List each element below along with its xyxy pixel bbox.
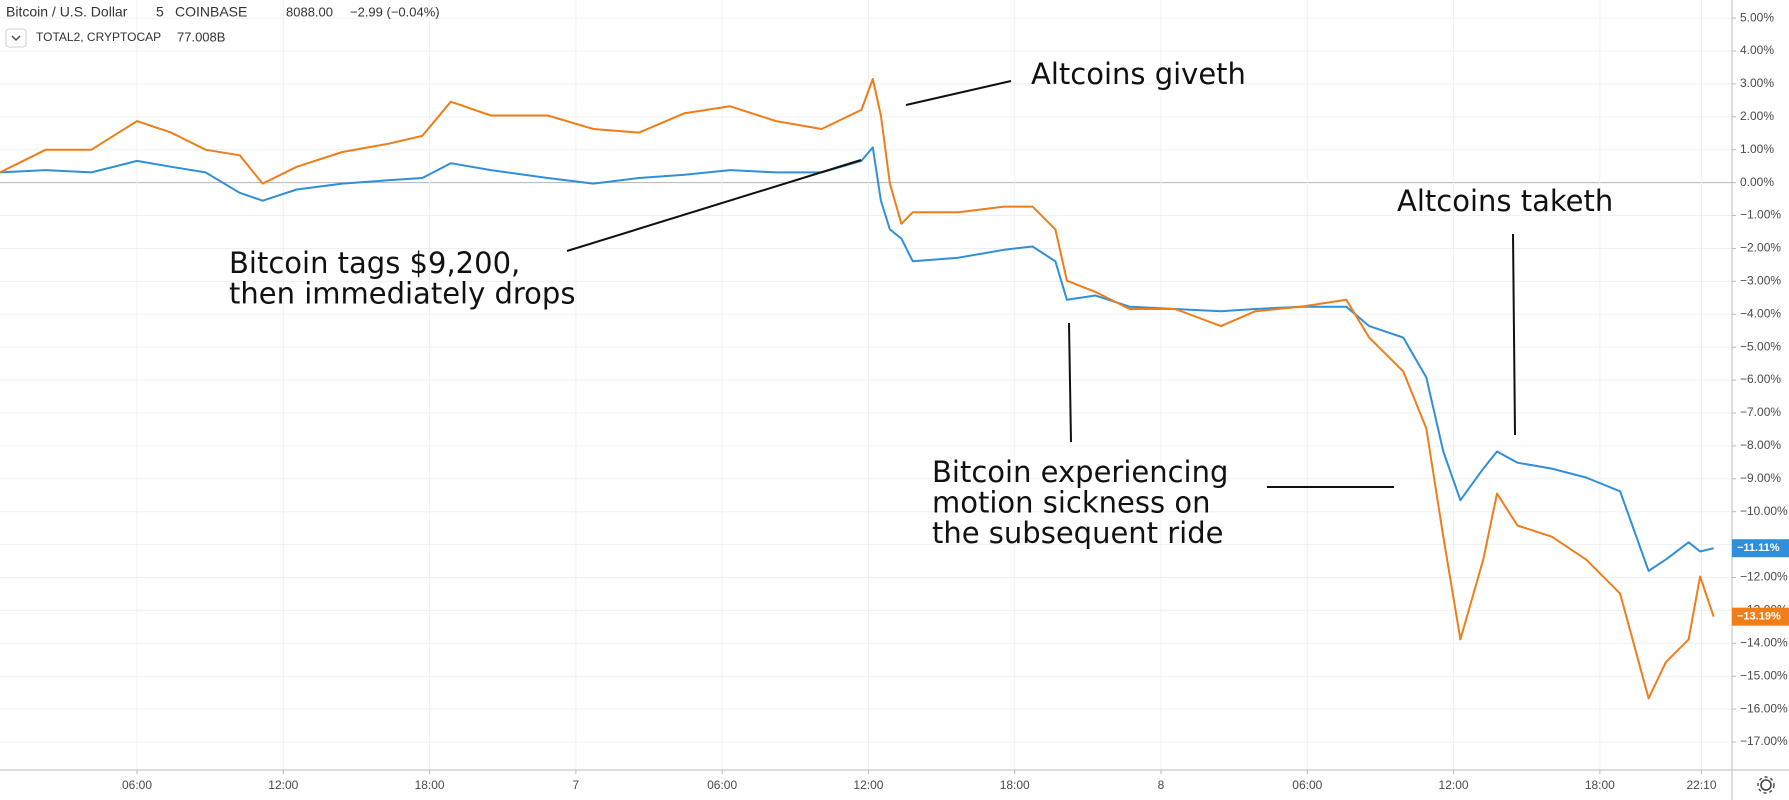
last-value-badge (1732, 607, 1789, 626)
annotation-text: Bitcoin tags $9,200, (229, 246, 520, 280)
y-tick-label: −8.00% (1740, 438, 1781, 452)
annotation-text: Altcoins taketh (1397, 184, 1613, 218)
annotation-pointer (905, 80, 1012, 106)
annotation-text: motion sickness on (932, 486, 1210, 520)
y-tick-label: −1.00% (1740, 208, 1781, 222)
y-tick-label: −3.00% (1740, 274, 1781, 288)
annotation-pointer (1068, 322, 1072, 443)
legend: Bitcoin / U.S. Dollar 5 COINBASE 8088.00… (5, 4, 440, 48)
x-tick-label: 18:00 (1000, 778, 1030, 792)
x-tick-label: 12:00 (853, 778, 883, 792)
gear-teeth (1757, 776, 1775, 794)
annotation-text: Bitcoin experiencing (932, 455, 1228, 489)
annotation-text: the subsequent ride (932, 516, 1224, 550)
last-value-label: −11.11% (1737, 542, 1780, 554)
y-tick-label: 5.00% (1740, 10, 1774, 24)
grid (0, 0, 1732, 770)
y-tick-label: −5.00% (1740, 339, 1781, 353)
annotation-pointer (1512, 233, 1516, 436)
y-tick-label: −6.00% (1740, 372, 1781, 386)
y-tick-label: 4.00% (1740, 43, 1774, 57)
collapse-button[interactable] (5, 28, 27, 48)
last-value-badge (1732, 539, 1789, 558)
price-change: −2.99 (−0.04%) (350, 4, 440, 19)
y-tick-label: −7.00% (1740, 405, 1781, 419)
compare-symbol: TOTAL2, CRYPTOCAP (36, 30, 161, 44)
x-tick-label: 18:00 (415, 778, 445, 792)
axes: 5.00% 4.00% 3.00% 2.00% 1.00% 0.00% −1.00% −2.0… (122, 10, 1789, 792)
chevron-icon (11, 35, 21, 41)
annotation-text: Altcoins giveth (1031, 57, 1246, 91)
y-tick-label: −15.00% (1740, 668, 1788, 682)
annotations: Altcoins giveth Bitcoin tags $9,200,then … (229, 57, 1613, 550)
price: 8088.00 (286, 4, 333, 19)
x-tick-label: 06:00 (1292, 778, 1322, 792)
series-line (0, 146, 1714, 572)
x-tick-label: 22:10 (1687, 778, 1717, 792)
y-tick-label: −17.00% (1740, 734, 1788, 748)
symbol-name: Bitcoin / U.S. Dollar (6, 4, 128, 20)
plot (0, 78, 1715, 700)
y-tick-label: −16.00% (1740, 701, 1788, 715)
settings-button[interactable] (1757, 776, 1775, 794)
y-tick-label: 2.00% (1740, 109, 1774, 123)
y-tick-label: −14.00% (1740, 635, 1788, 649)
y-tick-label: −10.00% (1740, 504, 1788, 518)
y-tick-label: −9.00% (1740, 471, 1781, 485)
x-tick-label: 06:00 (122, 778, 152, 792)
y-tick-label: 0.00% (1740, 175, 1774, 189)
gear-icon (1760, 779, 1772, 791)
x-tick-label: 18:00 (1585, 778, 1615, 792)
y-tick-label: −12.00% (1740, 570, 1788, 584)
compare-value: 77.008B (177, 29, 225, 44)
last-value-label: −13.19% (1737, 611, 1781, 623)
x-tick-label: 8 (1158, 778, 1165, 792)
exchange: COINBASE (175, 4, 247, 20)
annotation-pointer (566, 159, 862, 252)
annotation-text: then immediately drops (229, 277, 575, 311)
y-tick-label: −2.00% (1740, 241, 1781, 255)
x-tick-label: 06:00 (707, 778, 737, 792)
y-tick-label: 1.00% (1740, 142, 1774, 156)
x-tick-label: 7 (573, 778, 580, 792)
y-tick-label: 3.00% (1740, 76, 1774, 90)
x-tick-label: 12:00 (1439, 778, 1469, 792)
series-line (0, 78, 1715, 700)
y-tick-label: −4.00% (1740, 306, 1781, 320)
x-tick-label: 12:00 (268, 778, 298, 792)
interval: 5 (156, 4, 164, 20)
